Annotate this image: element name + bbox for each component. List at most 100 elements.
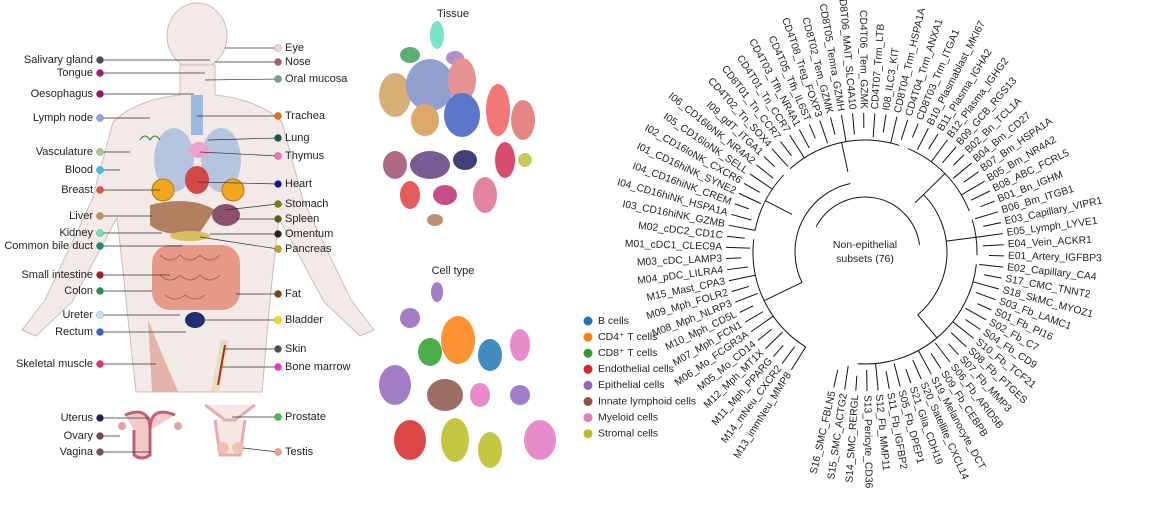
tree-branch bbox=[946, 237, 976, 241]
tree-branch bbox=[773, 345, 783, 356]
tree-branch bbox=[834, 370, 838, 388]
tree-branch bbox=[726, 247, 750, 248]
legend-label: B cells bbox=[598, 315, 629, 327]
tissue-dot bbox=[274, 316, 281, 323]
tree-branch bbox=[948, 344, 958, 355]
tree-branch bbox=[764, 282, 802, 300]
legend-label: Innate lymphoid cells bbox=[598, 395, 696, 407]
leader-line bbox=[205, 79, 278, 80]
tissue-label: Nose bbox=[285, 56, 311, 68]
tissue-dot bbox=[96, 69, 103, 76]
tree-branch bbox=[886, 371, 889, 389]
tree-branch bbox=[976, 234, 1003, 238]
tree-branch bbox=[964, 172, 979, 182]
tissue-dot bbox=[96, 229, 103, 236]
legend-dot bbox=[584, 397, 593, 406]
tree-branch bbox=[745, 312, 763, 323]
tree-branch bbox=[876, 363, 879, 390]
tree-branch bbox=[790, 140, 899, 169]
tree-branch bbox=[751, 316, 773, 331]
tree-branch bbox=[894, 363, 900, 386]
tissue-dot bbox=[274, 58, 281, 65]
tissue-label: Omentum bbox=[285, 228, 333, 240]
tissue-dot bbox=[274, 413, 281, 420]
tissue-title: Tissue bbox=[437, 8, 469, 20]
legend-label: Endothelial cells bbox=[598, 363, 674, 375]
tree-branch bbox=[951, 333, 966, 347]
tree-branch bbox=[809, 125, 815, 139]
subset-label: S13_Pericyte_CD36 bbox=[861, 395, 873, 489]
tissue-dot bbox=[96, 360, 103, 367]
tissue-dot bbox=[274, 200, 281, 207]
tree-branch bbox=[841, 115, 846, 142]
tree-branch bbox=[913, 360, 921, 379]
tissue-dot bbox=[96, 114, 103, 121]
tissue-label: Vagina bbox=[60, 446, 94, 458]
tree-branch bbox=[853, 114, 855, 135]
tissue-label: Heart bbox=[285, 178, 312, 190]
legend-dot bbox=[584, 349, 593, 358]
tree-branch bbox=[765, 201, 792, 215]
tissue-label: Skin bbox=[285, 343, 306, 355]
legend-dot bbox=[584, 317, 593, 326]
tree-branch bbox=[845, 366, 849, 390]
tree-branch bbox=[918, 350, 931, 374]
tree-branch bbox=[965, 308, 986, 320]
tree-branch bbox=[781, 142, 792, 156]
tree-branch bbox=[935, 343, 950, 362]
tree-branch bbox=[954, 155, 965, 166]
tree-branch bbox=[795, 184, 850, 283]
tissue-label: Trachea bbox=[285, 110, 326, 122]
legend-dot bbox=[584, 429, 593, 438]
tissue-dot bbox=[274, 152, 281, 159]
tissue-dot bbox=[96, 56, 103, 63]
tree-branch bbox=[758, 329, 772, 340]
tissue-label: Fat bbox=[285, 288, 301, 300]
center-label: Non-epithelial bbox=[833, 239, 897, 251]
tissue-label: Stomach bbox=[285, 198, 328, 210]
tree-branch bbox=[983, 223, 1001, 227]
tissue-dot bbox=[274, 345, 281, 352]
tree-branch bbox=[953, 163, 971, 178]
umap-tissue bbox=[379, 21, 535, 226]
tissue-label: Ovary bbox=[64, 430, 94, 442]
tissue-label: Tongue bbox=[57, 67, 93, 79]
legend-dot bbox=[584, 381, 593, 390]
tree-branch bbox=[965, 319, 980, 329]
subset-label: E04_Vein_ACKR1 bbox=[1008, 235, 1093, 250]
tree-branch bbox=[727, 267, 748, 270]
tissue-dot bbox=[96, 186, 103, 193]
tree-branch bbox=[931, 140, 947, 162]
tree-branch bbox=[842, 142, 846, 160]
tree-branch bbox=[942, 147, 956, 163]
tree-branch bbox=[740, 306, 754, 313]
tree-branch bbox=[873, 113, 875, 137]
tree-branch bbox=[727, 236, 745, 238]
tree-branch bbox=[739, 193, 761, 203]
tissue-dot bbox=[96, 432, 103, 439]
tissue-label: Common bile duct bbox=[4, 240, 93, 252]
tissue-label: Lymph node bbox=[33, 112, 93, 124]
celltype-title: Cell type bbox=[432, 265, 475, 277]
tissue-dot bbox=[274, 290, 281, 297]
tree-branch bbox=[918, 195, 947, 315]
tree-branch bbox=[883, 115, 886, 133]
tissue-dot bbox=[96, 287, 103, 294]
tissue-dot bbox=[96, 166, 103, 173]
tissue-label: Oesophagus bbox=[31, 88, 94, 100]
legend-dot bbox=[584, 413, 593, 422]
center-label: subsets (76) bbox=[836, 253, 894, 265]
tissue-label: Liver bbox=[69, 210, 93, 222]
tissue-dot bbox=[96, 212, 103, 219]
subset-label: CD4T06_Tem_GZMK bbox=[857, 10, 869, 109]
tree-branch bbox=[735, 204, 749, 209]
tree-branch bbox=[976, 292, 996, 299]
tree-branch bbox=[750, 174, 772, 189]
tissue-label: Blood bbox=[65, 164, 93, 176]
tree-branch bbox=[984, 275, 1002, 278]
tissue-dot bbox=[274, 215, 281, 222]
tissue-dot bbox=[96, 328, 103, 335]
tissue-label: Thymus bbox=[285, 150, 325, 162]
tree-branch bbox=[858, 264, 977, 364]
tree-branch bbox=[799, 129, 809, 148]
